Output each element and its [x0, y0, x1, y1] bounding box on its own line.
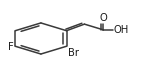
Text: Br: Br: [68, 48, 79, 58]
Text: OH: OH: [113, 25, 128, 35]
Text: F: F: [8, 42, 14, 52]
Text: O: O: [100, 13, 107, 23]
